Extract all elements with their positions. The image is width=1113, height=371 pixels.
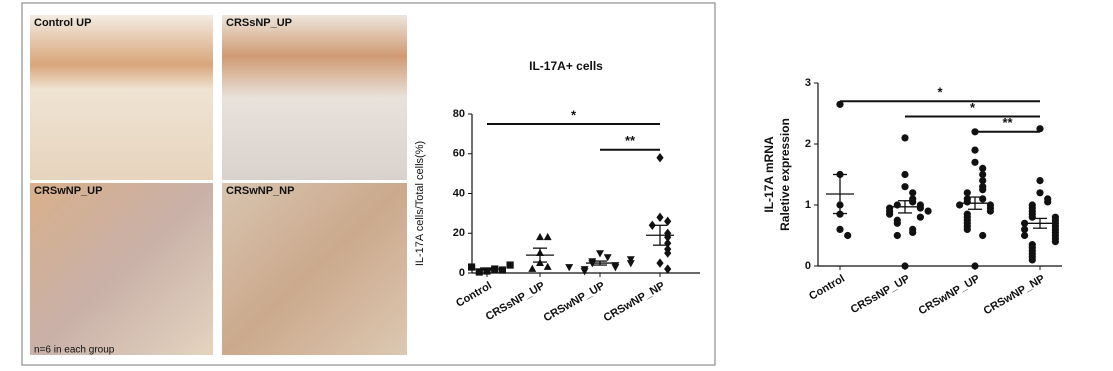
data-point [626,256,635,264]
panel-label: CRSwNP_UP [34,185,102,197]
data-point [536,232,544,241]
significance-label: * [571,107,577,122]
data-point [506,261,514,269]
data-point [1036,189,1044,197]
data-point [963,225,971,233]
data-point [916,213,925,221]
data-point [596,250,604,258]
data-point [528,264,537,272]
data-point [664,232,672,242]
data-point [893,201,901,209]
data-point [963,198,971,206]
data-point [836,225,844,233]
data-point [901,170,909,179]
data-point [1044,198,1052,206]
data-point [543,262,552,270]
y-tick-label: 0 [805,260,811,272]
data-point [971,262,979,270]
data-point [924,207,932,215]
data-point [656,258,664,268]
data-point [565,264,574,272]
data-point [588,260,597,268]
y-tick-label: 60 [453,148,465,160]
data-point [656,153,664,163]
data-point [909,189,917,197]
data-point [648,220,656,230]
significance-label: * [937,85,943,100]
data-point [979,170,987,179]
y-tick-label: 0 [459,267,465,279]
data-point [986,207,995,215]
data-point [664,264,672,274]
x-tick-label: CRSsNP_UP [849,273,912,316]
data-point [909,198,917,206]
significance-label: ** [625,133,636,148]
y-axis-label: Raletive expression [778,118,792,231]
data-point [916,204,925,212]
panel-label: CRSsNP_UP [226,17,292,29]
data-point [893,219,901,227]
x-tick-label: CRSwNP_NP [982,273,1047,318]
data-point [844,231,852,240]
data-point [498,266,506,274]
data-point [971,158,979,166]
data-point [901,134,909,142]
y-axis-label: IL-17A mRNA [762,136,776,213]
data-point [1036,177,1044,185]
data-point [1028,256,1036,264]
data-point [475,268,483,276]
data-point [836,100,844,108]
x-tick-label: Control [807,273,847,303]
data-point [580,268,589,276]
data-point [979,177,987,185]
panel-note: n=6 in each group [34,345,115,356]
data-point [664,216,672,227]
significance-label: * [970,100,976,115]
y-tick-label: 20 [453,227,465,239]
data-point [656,212,664,223]
data-point [979,195,987,203]
data-point [979,164,987,172]
data-point [468,263,476,271]
y-axis-label: IL-17A cells/Total cells(%) [414,141,426,266]
y-tick-label: 80 [453,108,465,120]
data-point [956,201,964,209]
data-point [1036,125,1044,133]
x-tick-label: CRSwNP_UP [917,273,982,318]
histology-image [222,15,407,180]
y-tick-label: 40 [453,187,465,199]
data-point [1021,219,1029,227]
panel-label: CRSwNP_NP [226,185,294,197]
y-tick-label: 1 [805,199,811,211]
data-point [1021,231,1029,240]
data-point [909,228,917,237]
significance-label: ** [1002,115,1013,130]
histology-image [222,183,407,355]
chart-title: IL-17A+ cells [529,59,603,73]
histology-image [30,15,213,180]
data-point [611,264,620,272]
data-point [971,146,979,154]
data-point [1051,238,1059,246]
data-point [886,210,894,218]
y-tick-label: 3 [805,77,811,89]
data-point [893,231,901,240]
data-point [1028,213,1036,221]
panel-label: Control UP [34,17,91,29]
data-point [483,267,491,275]
data-point [901,262,909,270]
data-point [979,186,987,194]
data-point [603,254,612,262]
data-point [1021,225,1029,233]
y-tick-label: 2 [805,138,811,150]
data-point [979,231,987,240]
data-point [543,232,552,241]
data-point [664,238,672,248]
data-point [626,260,635,268]
data-point [664,248,672,258]
histology-image [30,183,213,355]
data-point [963,189,971,197]
data-point [901,183,909,191]
